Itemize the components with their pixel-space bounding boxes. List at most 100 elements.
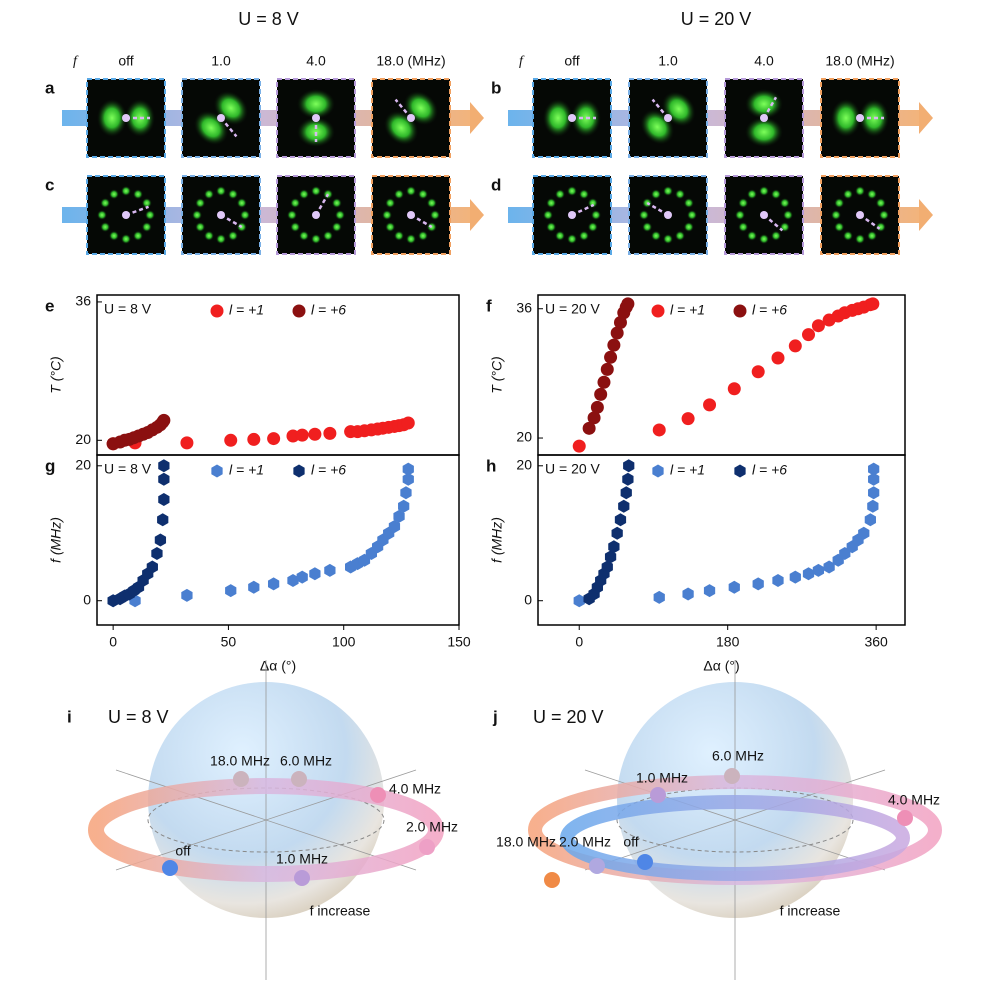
spot	[875, 222, 886, 232]
panel-label: i	[67, 707, 72, 726]
spot	[406, 186, 416, 196]
state-point	[370, 787, 386, 803]
legend-swatch	[293, 464, 305, 478]
spot	[109, 230, 119, 241]
legend-label: l = +1	[229, 302, 264, 318]
spot	[394, 189, 404, 200]
state-point	[233, 771, 249, 787]
spot	[426, 198, 437, 208]
spot	[100, 222, 111, 232]
state-label: 18.0 MHz	[496, 834, 556, 850]
beam-arrow	[919, 199, 933, 231]
orientation	[220, 117, 238, 138]
point	[388, 520, 401, 534]
point	[157, 513, 169, 527]
spot	[331, 198, 342, 208]
x-tick-label: 100	[332, 634, 356, 650]
orientation	[762, 96, 778, 119]
freq-label: off	[118, 53, 133, 69]
sphere-title: U = 20 V	[533, 707, 604, 727]
point	[267, 432, 281, 446]
freq-label: 18.0 (MHz)	[825, 53, 894, 69]
spot	[831, 210, 841, 220]
y-tick-label: 20	[516, 456, 532, 472]
lobe	[831, 99, 861, 137]
orientation-dot	[407, 114, 415, 122]
y-tick-label: 20	[75, 431, 91, 447]
spot	[834, 222, 845, 232]
point	[573, 594, 585, 608]
spot	[579, 230, 589, 241]
state-point	[291, 771, 307, 787]
spot	[759, 186, 769, 196]
legend-swatch	[652, 464, 664, 478]
spot	[394, 230, 404, 241]
spot	[683, 222, 694, 232]
point	[868, 486, 880, 500]
state-point	[724, 768, 740, 784]
orientation-dot	[217, 211, 225, 219]
point	[802, 328, 816, 342]
point	[267, 577, 280, 591]
spot	[121, 186, 131, 196]
point	[652, 423, 666, 437]
point	[151, 546, 163, 560]
spot	[240, 210, 250, 220]
spot	[675, 230, 685, 241]
point	[287, 573, 299, 587]
point	[309, 567, 321, 581]
legend-label: l = +6	[752, 462, 787, 478]
beam-arrow	[919, 102, 933, 134]
y-axis-title: T (°C)	[489, 356, 505, 393]
spot	[867, 230, 877, 241]
spot	[783, 210, 793, 220]
spot	[216, 186, 226, 196]
spot	[591, 210, 601, 220]
point	[158, 459, 170, 473]
point	[180, 436, 194, 450]
beam-arrow	[470, 102, 484, 134]
freq-symbol: f	[519, 54, 525, 69]
state-label: 18.0 MHz	[210, 753, 270, 769]
point	[401, 416, 415, 430]
spot	[546, 222, 557, 232]
trajectory	[560, 795, 910, 881]
freq-label: off	[564, 53, 579, 69]
state-point	[897, 810, 913, 826]
spot	[141, 222, 152, 232]
spot	[587, 198, 598, 208]
point	[604, 550, 617, 564]
y-tick-label: 20	[75, 456, 91, 472]
spot	[663, 234, 673, 244]
spot	[141, 198, 152, 208]
point	[653, 590, 665, 604]
spot	[290, 198, 301, 208]
state-label: 1.0 MHz	[636, 770, 688, 786]
legend-label: l = +1	[670, 462, 705, 478]
point	[682, 587, 694, 601]
intensity	[97, 99, 155, 137]
spot	[651, 189, 661, 200]
point	[771, 351, 785, 365]
state-label: 2.0 MHz	[406, 819, 458, 835]
spot	[290, 222, 301, 232]
spot	[555, 230, 565, 241]
spot	[567, 234, 577, 244]
spot	[97, 210, 107, 220]
orientation-dot	[122, 114, 130, 122]
y-axis-title: f (MHz)	[489, 517, 505, 563]
point	[158, 472, 170, 486]
point	[324, 563, 336, 577]
spot	[683, 198, 694, 208]
point	[296, 570, 308, 584]
legend-label: l = +1	[670, 302, 705, 318]
point	[295, 428, 309, 442]
point	[752, 577, 764, 591]
point	[608, 540, 620, 554]
spot	[195, 222, 206, 232]
spot	[747, 189, 757, 200]
point	[154, 533, 167, 547]
x-tick-label: 150	[447, 634, 471, 650]
state-point	[589, 858, 605, 874]
spot	[335, 210, 345, 220]
